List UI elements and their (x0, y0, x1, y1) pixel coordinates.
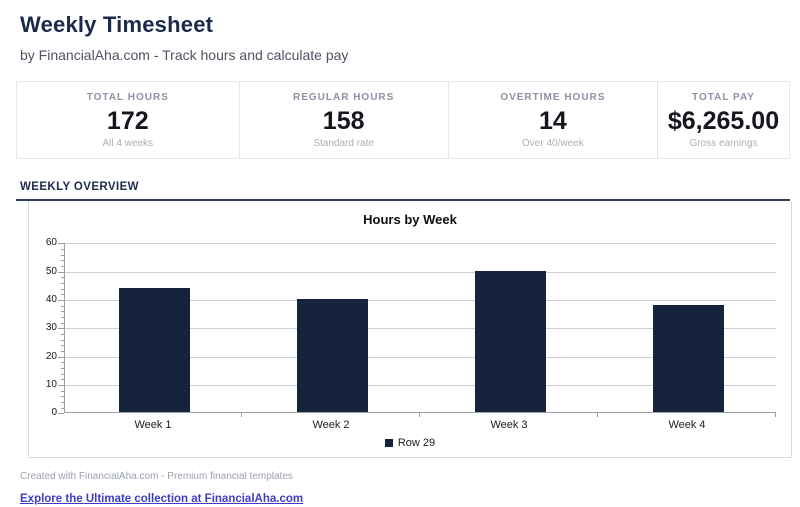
footer-credit: Created with FinancialAha.com - Premium … (20, 471, 293, 483)
stat-card-total-hours: TOTAL HOURS 172 All 4 weeks (17, 82, 239, 158)
page-title: Weekly Timesheet (20, 12, 214, 37)
x-tick-label-4: Week 4 (668, 419, 706, 432)
y-minor-tick-4 (61, 401, 64, 403)
x-axis-labels: Week 1 Week 2 Week 3 Week 4 (64, 419, 776, 433)
gridline-20 (65, 356, 776, 358)
y-minor-tick-48 (61, 277, 64, 279)
y-axis-ticks (58, 243, 64, 415)
page-subtitle: by FinancialAha.com - Track hours and ca… (20, 47, 349, 63)
stat-value: 158 (322, 107, 365, 135)
y-minor-tick-58 (61, 248, 64, 250)
stat-value: $6,265.00 (667, 107, 780, 135)
bar-week-1 (118, 287, 190, 413)
hours-by-week-chart: Hours by Week 0 10 20 30 40 50 60 Week 1 Week 2… (28, 201, 792, 459)
section-header-weekly-overview: WEEKLY OVERVIEW (16, 181, 790, 202)
y-minor-tick-2 (61, 407, 64, 409)
stat-card-overtime-hours: OVERTIME HOURS 14 Over 40/week (447, 82, 657, 159)
x-tick-label-1: Week 1 (134, 419, 172, 432)
y-minor-tick-24 (61, 345, 64, 347)
stat-label: TOTAL PAY (692, 92, 755, 103)
footer-link[interactable]: Explore the Ultimate collection at Finan… (20, 493, 304, 506)
y-axis-labels: 0 10 20 30 40 50 60 (29, 237, 57, 418)
y-major-tick-10 (58, 384, 64, 386)
legend-label: Row 29 (397, 437, 436, 450)
y-minor-tick-8 (61, 390, 64, 392)
y-minor-tick-6 (61, 396, 64, 398)
y-minor-tick-46 (61, 282, 64, 284)
y-major-tick-60 (58, 243, 64, 245)
stat-sublabel: Over 40/week (522, 138, 584, 150)
stat-card-regular-hours: REGULAR HOURS 158 Standard rate (238, 82, 448, 159)
y-major-tick-50 (58, 271, 64, 273)
y-tick-label-60: 60 (45, 237, 57, 249)
y-minor-tick-38 (61, 305, 64, 307)
y-minor-tick-16 (61, 367, 64, 369)
gridline-10 (65, 384, 776, 386)
y-minor-tick-12 (61, 379, 64, 381)
stat-value: 172 (106, 107, 149, 135)
bar-week-3 (474, 270, 546, 413)
y-major-tick-20 (58, 356, 64, 358)
y-minor-tick-42 (61, 294, 64, 296)
chart-legend: Row 29 (29, 437, 791, 449)
y-tick-label-50: 50 (45, 265, 57, 277)
plot-area (64, 243, 776, 414)
y-minor-tick-36 (61, 311, 64, 313)
y-minor-tick-28 (61, 333, 64, 335)
legend-swatch (384, 439, 393, 448)
y-major-tick-40 (58, 299, 64, 301)
x-boundary-tick-3 (597, 413, 598, 418)
y-minor-tick-44 (61, 288, 64, 290)
x-tick-label-3: Week 3 (490, 419, 528, 432)
stats-row: TOTAL HOURS 172 All 4 weeks REGULAR HOUR… (16, 81, 790, 160)
y-major-tick-30 (58, 328, 64, 330)
gridline-40 (65, 299, 776, 301)
chart-title: Hours by Week (363, 212, 457, 228)
y-tick-label-30: 30 (45, 322, 57, 334)
x-tick-label-2: Week 2 (312, 419, 350, 432)
gridline-50 (65, 271, 776, 273)
y-major-tick-0 (58, 413, 64, 415)
stat-label: TOTAL HOURS (86, 92, 169, 103)
stat-sublabel: Gross earnings (689, 138, 758, 150)
bar-week-2 (296, 298, 368, 413)
y-minor-tick-56 (61, 254, 64, 256)
stat-label: REGULAR HOURS (292, 92, 395, 103)
stat-sublabel: Standard rate (313, 138, 374, 150)
y-tick-label-20: 20 (45, 350, 57, 362)
stat-card-total-pay: TOTAL PAY $6,265.00 Gross earnings (656, 82, 789, 159)
y-minor-tick-14 (61, 373, 64, 375)
stat-value: 14 (538, 107, 567, 135)
gridline-30 (65, 328, 776, 330)
y-minor-tick-32 (61, 322, 64, 324)
y-minor-tick-26 (61, 339, 64, 341)
y-tick-label-40: 40 (45, 293, 57, 305)
x-boundary-tick-2 (419, 413, 420, 418)
y-minor-tick-52 (61, 265, 64, 267)
x-boundary-tick-4 (775, 413, 776, 418)
y-tick-label-0: 0 (51, 407, 57, 419)
x-axis-ticks (64, 413, 776, 418)
y-minor-tick-54 (61, 260, 64, 262)
x-boundary-tick-1 (241, 413, 242, 418)
y-minor-tick-34 (61, 316, 64, 318)
stat-label: OVERTIME HOURS (500, 92, 606, 103)
y-minor-tick-18 (61, 362, 64, 364)
stat-sublabel: All 4 weeks (102, 138, 154, 150)
gridline-60 (65, 243, 776, 245)
y-tick-label-10: 10 (45, 378, 57, 390)
bar-week-4 (652, 304, 724, 413)
y-minor-tick-22 (61, 350, 64, 352)
